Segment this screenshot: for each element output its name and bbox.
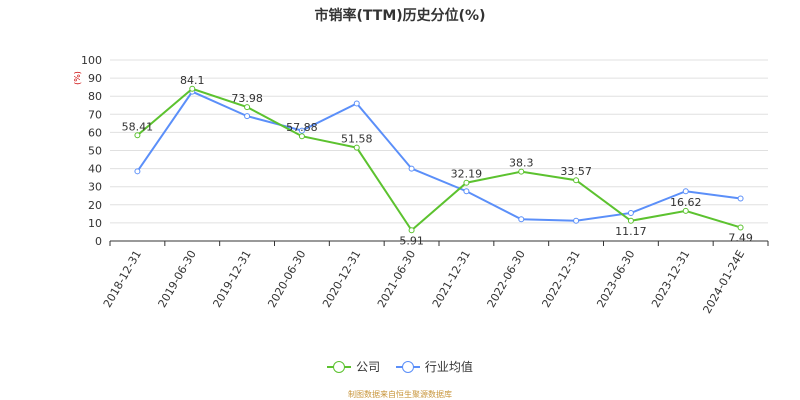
data-point	[627, 209, 634, 216]
data-point	[518, 216, 525, 223]
data-label: 57.88	[286, 121, 318, 134]
legend-label-company: 公司	[356, 360, 381, 374]
data-point	[244, 113, 251, 120]
data-label: 38.3	[509, 157, 534, 170]
data-point	[682, 188, 689, 195]
data-point	[353, 144, 360, 151]
x-tick-label: 2024-01-24E	[700, 248, 747, 316]
legend-marker-industry-icon	[401, 360, 414, 373]
data-point	[408, 227, 415, 234]
data-label: 11.17	[615, 225, 647, 238]
data-label: 33.57	[560, 165, 592, 178]
x-tick-label: 2020-06-30	[265, 248, 308, 310]
y-tick-label: 70	[88, 108, 102, 121]
data-label: 51.58	[341, 133, 373, 146]
data-point	[463, 179, 470, 186]
data-point	[463, 188, 470, 195]
legend-item-company[interactable]: 公司	[327, 358, 380, 375]
data-point	[573, 177, 580, 184]
data-point	[627, 217, 634, 224]
y-tick-label: 40	[88, 163, 102, 176]
x-tick-label: 2022-06-30	[485, 248, 528, 310]
data-point	[737, 224, 744, 231]
x-tick-label: 2023-06-30	[594, 248, 637, 310]
y-tick-label: 90	[88, 72, 102, 85]
data-point	[298, 127, 305, 134]
y-tick-label: 100	[81, 54, 102, 67]
x-tick-label: 2019-06-30	[156, 248, 199, 310]
chart-title: 市销率(TTM)历史分位(%)	[314, 8, 486, 24]
y-tick-label: 10	[88, 217, 102, 230]
x-tick-label: 2021-06-30	[375, 248, 418, 310]
data-point	[353, 100, 360, 107]
x-tick-label: 2020-12-31	[320, 248, 363, 310]
data-point	[518, 168, 525, 175]
y-tick-label: 20	[88, 199, 102, 212]
data-point	[573, 217, 580, 224]
data-point	[189, 85, 196, 92]
data-label: 84.1	[180, 74, 205, 87]
x-tick-label: 2019-12-31	[210, 248, 253, 310]
data-point	[298, 133, 305, 140]
y-tick-label: 60	[88, 126, 102, 139]
data-point	[408, 165, 415, 172]
legend-swatch-industry	[395, 360, 420, 374]
data-point	[737, 195, 744, 202]
data-label: 16.62	[670, 196, 702, 209]
x-tick-label: 2022-12-31	[539, 248, 582, 310]
gridlines	[110, 59, 768, 224]
data-point	[134, 132, 141, 139]
series-line-0	[136, 87, 741, 232]
data-point	[134, 168, 141, 175]
y-tick-label: 50	[88, 145, 102, 158]
x-tick-label: 2018-12-31	[101, 248, 144, 310]
legend-marker-company-icon	[333, 360, 346, 373]
y-axis-unit: (%)	[73, 71, 82, 85]
data-label: 32.19	[451, 168, 483, 181]
legend-label-industry: 行业均值	[424, 360, 473, 374]
legend: 公司 行业均值	[0, 358, 800, 377]
x-tick-label: 2021-12-31	[430, 248, 473, 310]
y-tick-label: 30	[88, 181, 102, 194]
series-layer	[134, 85, 744, 234]
axes: 0 10 20 30 40 50 60 70 80 90 100 (%) 2018-12-31 2019-…	[73, 54, 769, 316]
data-labels: 58.41 84.1 73.98 57.88 51.58 5.91 32.19 38.3 33.…	[122, 74, 753, 248]
x-tick-label: 2023-12-31	[649, 248, 692, 310]
legend-item-industry[interactable]: 行业均值	[395, 358, 473, 375]
data-label: 58.41	[122, 120, 154, 133]
data-point	[244, 104, 251, 111]
data-point	[682, 207, 689, 214]
data-label: 7.49	[728, 231, 753, 244]
y-tick-label: 0	[95, 235, 102, 248]
legend-swatch-company	[327, 360, 352, 374]
data-label: 73.98	[231, 92, 263, 105]
source-note: 制图数据来自恒生聚源数据库	[348, 390, 452, 399]
series-line-1	[136, 90, 741, 222]
data-label: 5.91	[399, 234, 424, 247]
y-tick-label: 80	[88, 90, 102, 103]
